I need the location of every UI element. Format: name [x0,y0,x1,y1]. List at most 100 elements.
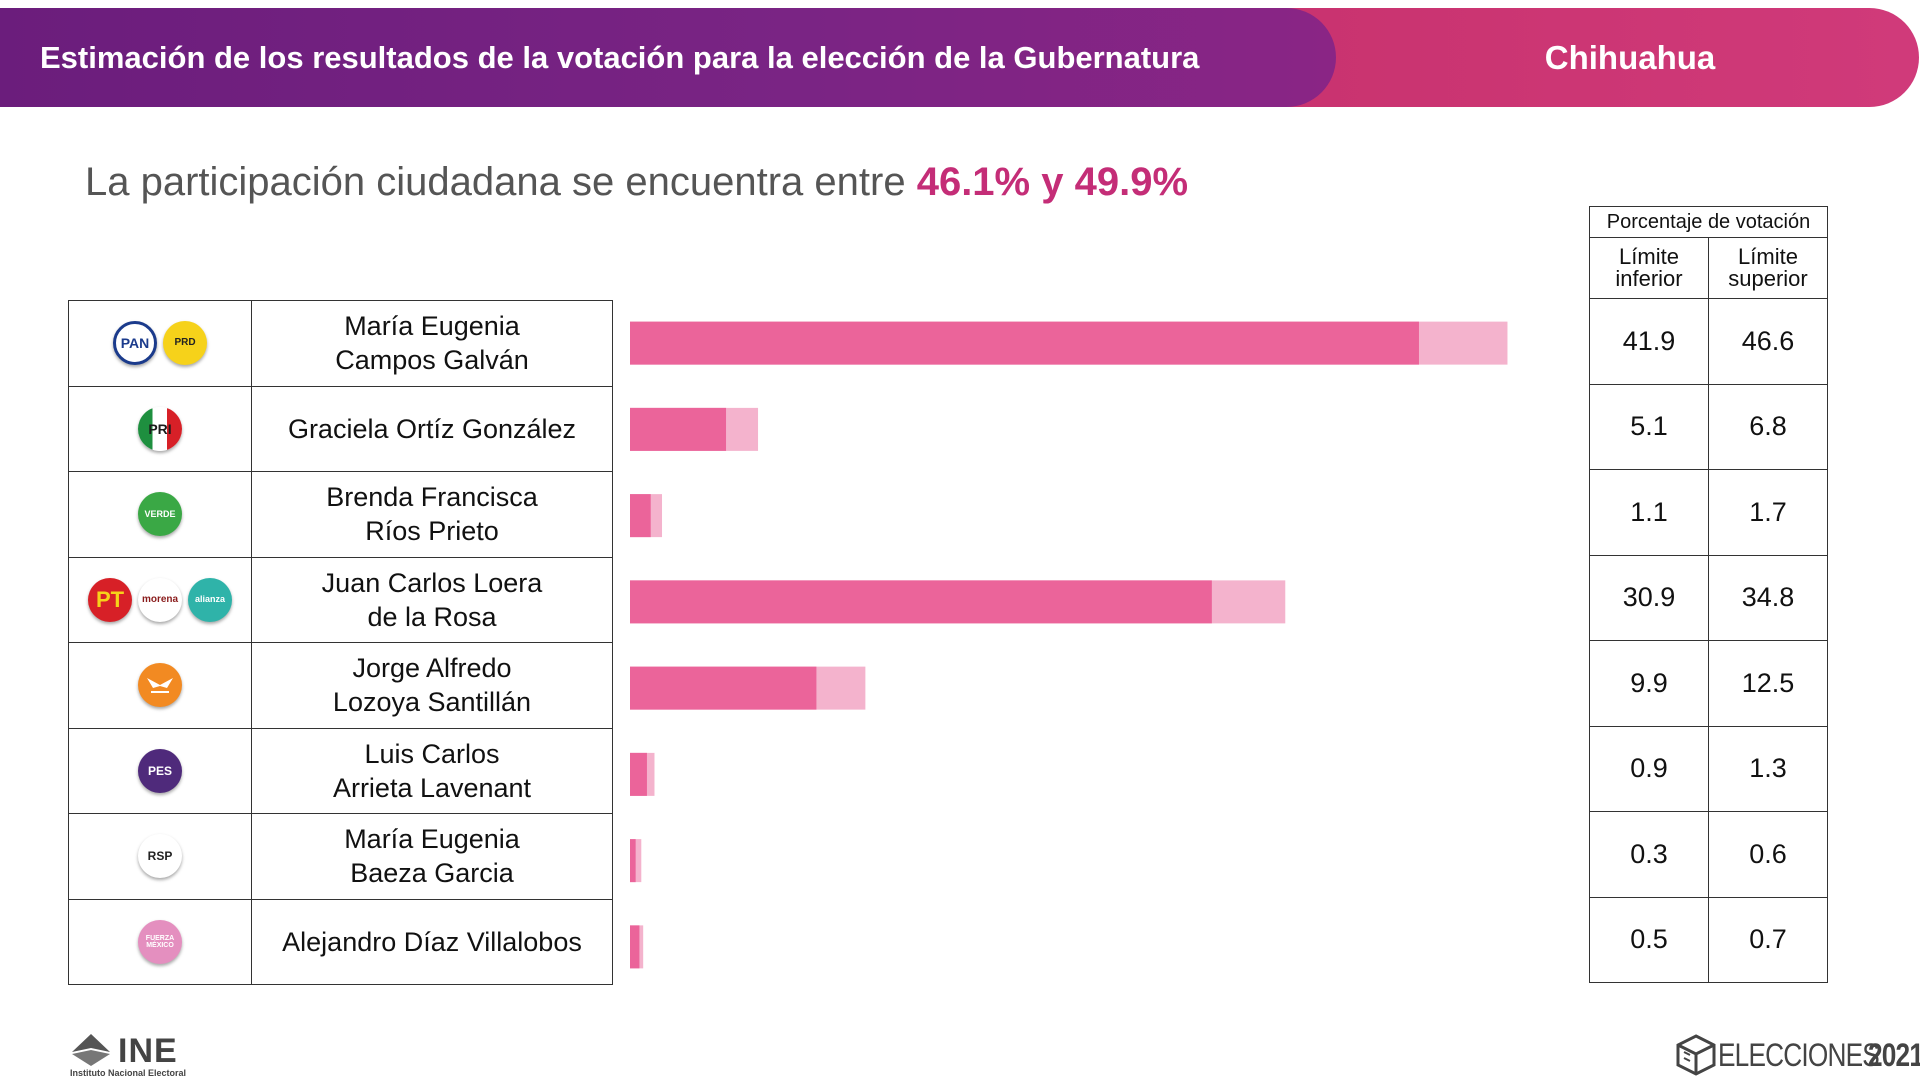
lower-limit-value: 30.9 [1589,554,1709,641]
party-logos-cell: PRI [68,385,252,472]
candidate-name-line1: Brenda Francisca [326,482,538,513]
fuerza-mexico-icon: FUERZA MÉXICO [138,919,182,964]
party-logo-text: VERDE [144,508,176,519]
candidate-row: PAN PRD María Eugenia Campos Galván [68,300,613,387]
rsp-icon: RSP [138,834,182,879]
lower-limit-value: 0.9 [1589,725,1709,812]
candidate-name-cell: Graciela Ortíz González [251,385,613,472]
ine-emblem-icon [72,1034,110,1066]
candidate-name-line1: María Eugenia [344,311,520,342]
party-logo-text: RSP [147,849,173,864]
pes-icon: PES [138,748,182,793]
bar-lower-limit [630,580,1212,624]
header-state-banner [1230,8,1919,107]
party-logo-text: alianza [194,594,225,605]
candidate-name-cell: Brenda Francisca Ríos Prieto [251,471,613,558]
upper-limit-value: 34.8 [1708,554,1828,641]
percentage-row: 0.9 1.3 [1589,725,1828,812]
lower-limit-value: 0.5 [1589,896,1709,983]
percentage-row: 9.9 12.5 [1589,640,1828,727]
elecciones-word: ELECCIONES [1718,1036,1880,1073]
elecciones-cube-icon [1676,1034,1716,1076]
candidate-name-line1: Alejandro Díaz Villalobos [282,926,582,957]
morena-icon: morena [138,577,182,622]
party-logos-cell: FUERZA MÉXICO [68,898,252,985]
bar-lower-limit [630,407,727,451]
pri-icon: PRI [138,406,182,451]
percentage-row: 5.1 6.8 [1589,383,1828,470]
candidate-name-cell: Alejandro Díaz Villalobos [251,898,613,985]
party-logos-cell [68,642,252,729]
bar-lower-limit [630,925,640,969]
page-title: Estimación de los resultados de la votac… [40,40,1200,75]
candidates-table: PAN PRD María Eugenia Campos Galván PRI Graci… [68,300,613,985]
ine-logo: INE Instituto Nacional Electoral [70,1032,186,1078]
percentage-row: 0.5 0.7 [1589,896,1828,983]
candidate-name-cell: María Eugenia Campos Galván [251,300,613,387]
party-logos-cell: PAN PRD [68,300,252,387]
header-title-banner [0,8,1336,107]
percentage-row: 30.9 34.8 [1589,554,1828,641]
elecciones-2021-logo: ELECCIONES 2021 [1674,1033,1920,1077]
vote-range-chart [630,321,1508,969]
participation-prefix: La participación ciudadana se encuentra … [85,160,906,204]
candidate-name-line2: de la Rosa [367,601,497,632]
lower-limit-value: 9.9 [1589,640,1709,727]
candidate-name-line1: Graciela Ortíz González [287,413,577,444]
pan-icon: PAN [113,321,157,366]
candidate-name-cell: Luis Carlos Arrieta Lavenant [251,727,613,814]
nueva-alianza-icon: alianza [188,577,232,622]
party-logo-text: PES [147,763,172,778]
state-name: Chihuahua [1544,39,1716,76]
candidate-name-line2: Campos Galván [335,345,529,376]
upper-limit-value: 1.7 [1708,469,1828,556]
verde-icon: VERDE [138,492,182,537]
candidate-name-line1: Juan Carlos Loera [321,567,543,598]
lower-limit-value: 1.1 [1589,469,1709,556]
pt-icon: PT [88,577,132,622]
party-logo-text: PAN [120,335,150,352]
party-logo-text: PT [95,586,125,612]
candidate-name-line1: Luis Carlos [364,738,500,769]
candidate-name-line2: Lozoya Santillán [332,687,532,718]
participation-range: 46.1% y 49.9% [916,160,1189,204]
party-logo-text: PRI [148,420,172,437]
candidate-name-cell: María Eugenia Baeza Garcia [251,813,613,900]
bar-lower-limit [630,321,1419,365]
party-logo-text: morena [141,593,179,605]
percentage-row: 41.9 46.6 [1589,298,1828,385]
elecciones-year: 2021 [1868,1036,1920,1073]
bar-lower-limit [630,839,636,883]
candidate-name-line1: Jorge Alfredo [352,653,512,684]
candidate-name-cell: Jorge Alfredo Lozoya Santillán [251,642,613,729]
candidate-name-line2: Arrieta Lavenant [332,772,532,803]
ine-subtitle: Instituto Nacional Electoral [70,1068,187,1078]
upper-limit-value: 0.6 [1708,811,1828,898]
lower-limit-value: 41.9 [1589,298,1709,385]
party-logos-cell: PES [68,727,252,814]
party-logo-text: PRD [174,337,196,349]
upper-limit-value: 1.3 [1708,725,1828,812]
party-logo-text: FUERZA MÉXICO [145,934,175,949]
percentage-table-header: Porcentaje de votación [1589,206,1828,238]
lower-limit-value: 5.1 [1589,383,1709,470]
upper-limit-value: 12.5 [1708,640,1828,727]
candidate-row: PRI Graciela Ortíz González [68,385,613,472]
candidate-row: VERDE Brenda Francisca Ríos Prieto [68,471,613,558]
party-logos-cell: RSP [68,813,252,900]
bar-lower-limit [630,494,651,538]
candidate-row: PES Luis Carlos Arrieta Lavenant [68,727,613,814]
movimiento-ciudadano-icon [138,663,182,708]
upper-limit-value: 46.6 [1708,298,1828,385]
percentage-row: 0.3 0.6 [1589,811,1828,898]
percentage-row: 1.1 1.7 [1589,469,1828,556]
percentage-table: Porcentaje de votación Límite inferior L… [1589,206,1828,983]
upper-limit-value: 0.7 [1708,896,1828,983]
participation-text: La participación ciudadana se encuentra … [85,160,1188,205]
candidate-name-line1: María Eugenia [344,824,520,855]
party-logos-cell: PT morena alianza [68,556,252,643]
lower-limit-value: 0.3 [1589,811,1709,898]
candidate-name-line2: Ríos Prieto [365,516,499,547]
candidate-row: RSP María Eugenia Baeza Garcia [68,813,613,900]
candidate-row: Jorge Alfredo Lozoya Santillán [68,642,613,729]
